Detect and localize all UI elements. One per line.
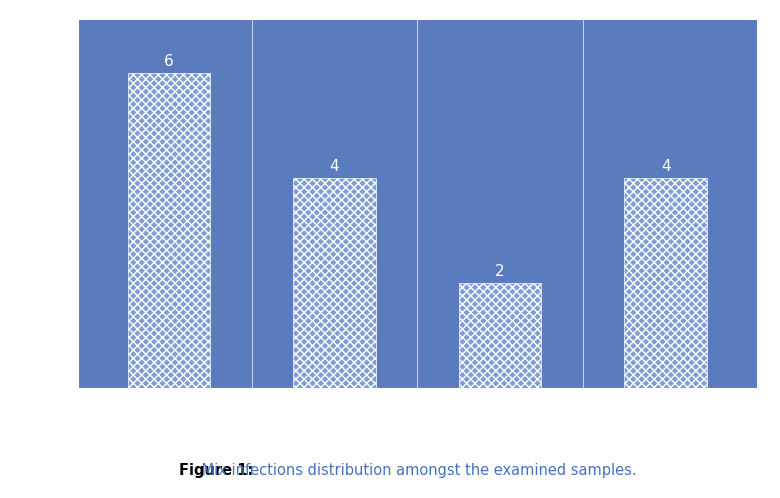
Y-axis label: Distribution (%): Distribution (%) [40,136,55,272]
Bar [624,178,707,388]
X-axis label: Mix infections: Mix infections [357,433,477,448]
Text: 4: 4 [661,159,670,174]
Text: Mix infections distribution amongst the examined samples.: Mix infections distribution amongst the … [197,463,636,478]
Text: Figure 1:: Figure 1: [179,463,253,478]
Bar [128,73,211,388]
Text: 2: 2 [495,264,505,279]
Text: 4: 4 [330,159,339,174]
Bar [459,283,541,388]
Bar [293,178,376,388]
Text: 6: 6 [164,54,174,69]
